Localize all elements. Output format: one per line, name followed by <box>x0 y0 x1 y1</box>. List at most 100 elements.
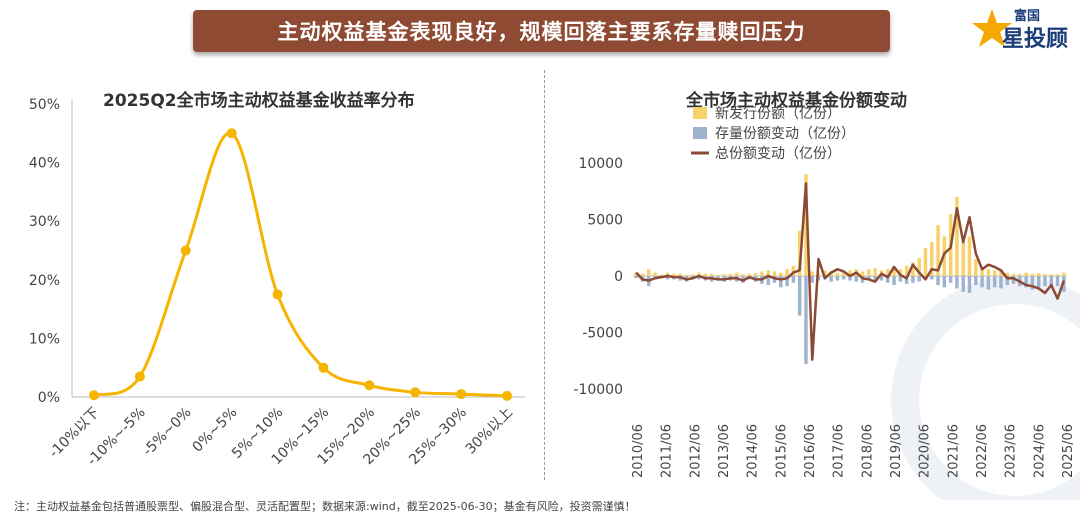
left-chart-title: 2025Q2全市场主动权益基金收益率分布 <box>103 91 415 111</box>
stock-change-bar <box>841 276 846 280</box>
x-tick-label: -5%~0% <box>140 405 195 460</box>
y-tick-label: 20% <box>29 273 60 289</box>
new-issue-bar <box>930 242 934 276</box>
new-issue-bar <box>760 271 764 276</box>
stock-change-bar <box>697 276 701 280</box>
new-issue-bar <box>923 247 928 276</box>
x-tick-label: 2018/06 <box>860 424 875 478</box>
new-issue-bar <box>867 269 871 276</box>
stock-change-bar <box>892 276 896 286</box>
stock-change-bar <box>797 276 802 316</box>
new-issue-bar <box>804 174 808 276</box>
new-issue-bar <box>716 274 720 276</box>
new-issue-bar <box>653 272 657 276</box>
stock-change-bar <box>879 276 884 281</box>
x-tick-label: 2010/06 <box>631 424 646 478</box>
new-issue-bar <box>684 274 689 276</box>
stock-change-bar <box>904 276 909 284</box>
new-issue-bar <box>904 265 909 276</box>
stock-change-bar <box>1043 276 1047 287</box>
total-change-line <box>635 182 1066 361</box>
stock-change-bar <box>974 276 978 286</box>
new-issue-bar <box>980 266 984 276</box>
new-issue-bar <box>1018 273 1022 276</box>
x-tick-label: 2013/06 <box>717 424 732 478</box>
new-issue-bar <box>810 271 814 276</box>
stock-change-bar <box>992 276 997 288</box>
data-point <box>134 371 145 382</box>
y-tick-label: 5000 <box>587 213 623 229</box>
star-icon <box>972 9 1012 47</box>
new-issue-bar <box>974 259 978 276</box>
stock-change-bar <box>779 276 783 288</box>
new-issue-bar <box>1030 273 1035 276</box>
new-issue-bar <box>961 242 965 276</box>
new-issue-bar <box>917 257 921 276</box>
stock-change-bar <box>1011 276 1016 284</box>
y-tick-label: 10000 <box>578 156 623 172</box>
new-issue-bar <box>955 196 959 276</box>
new-issue-bar <box>722 274 726 276</box>
data-point <box>180 245 191 256</box>
stock-change-bar <box>804 276 808 365</box>
new-issue-bar <box>1011 273 1016 276</box>
data-point <box>89 390 99 401</box>
x-tick-label: 2016/06 <box>803 424 818 478</box>
stock-change-bar <box>1055 276 1060 287</box>
new-issue-bar <box>835 272 840 276</box>
data-point <box>226 128 237 139</box>
new-issue-bar <box>672 273 676 276</box>
new-issue-bar <box>691 274 695 276</box>
new-issue-bar <box>709 273 714 276</box>
new-issue-bar <box>678 273 682 276</box>
new-issue-bar <box>728 273 733 276</box>
x-tick-label: 2019/06 <box>889 424 904 478</box>
data-point <box>364 380 375 391</box>
brand-logo: 富国 星投顾 <box>968 2 1078 54</box>
new-issue-bar <box>1055 274 1060 276</box>
data-point <box>272 289 283 300</box>
stock-change-bar <box>873 276 877 282</box>
stock-change-bar <box>1049 276 1054 288</box>
stock-change-bar <box>1030 276 1035 290</box>
x-tick-label: 30%以上 <box>463 405 516 458</box>
y-tick-label: -5000 <box>582 326 623 342</box>
new-issue-bar <box>986 269 991 276</box>
new-issue-bar <box>1049 274 1054 276</box>
stock-change-bar <box>936 276 940 286</box>
x-tick-label: 2024/06 <box>1032 424 1047 478</box>
footnote: 注：主动权益基金包括普通股票型、偏股混合型、灵活配置型；数据来源:wind，截至… <box>14 500 636 513</box>
right-chart-title: 全市场主动权益基金份额变动 <box>686 91 907 111</box>
stock-change-bar <box>791 276 796 283</box>
stock-change-bar <box>848 276 852 281</box>
fund-share-change-chart: 新发行份额（亿份） 存量份额变动（亿份） 总份额变动（亿份） -10000 -5000 0… <box>573 106 1080 500</box>
x-tick-label: 2014/06 <box>746 424 761 478</box>
y-tick-label: 40% <box>29 156 60 172</box>
x-tick-label: 2020/06 <box>918 424 933 478</box>
stock-change-bar <box>930 276 934 280</box>
new-issue-bar <box>1005 272 1009 276</box>
return-distribution-chart: 0%10%20%30%40%50%-10%以下-10%~-5%-5%~0%0%~… <box>29 97 525 469</box>
stock-change-bar <box>829 276 833 282</box>
new-issue-bar <box>735 272 739 276</box>
data-point <box>410 387 421 398</box>
stock-change-bar <box>1024 276 1028 288</box>
new-issue-bar <box>785 269 789 276</box>
stock-change-bar <box>898 276 903 282</box>
new-issue-bar <box>841 272 846 276</box>
logo-line1: 富国 <box>1014 8 1040 24</box>
data-point <box>456 389 467 400</box>
new-issue-bar <box>659 274 664 276</box>
stock-change-bar <box>810 276 814 283</box>
stock-change-bar <box>1036 276 1041 288</box>
stock-change-bar <box>967 276 972 293</box>
stock-change-bar <box>961 276 965 292</box>
new-issue-bar <box>640 273 645 276</box>
legend-swatch-stock-change <box>693 127 707 139</box>
stock-change-bar <box>999 276 1003 289</box>
x-tick-label: 2012/06 <box>688 424 703 478</box>
new-issue-bar <box>848 270 852 276</box>
stock-change-bar <box>955 276 959 289</box>
page-banner-title: 主动权益基金表现良好，规模回落主要系存量赎回压力 <box>193 10 890 52</box>
stock-change-bar <box>785 276 789 287</box>
